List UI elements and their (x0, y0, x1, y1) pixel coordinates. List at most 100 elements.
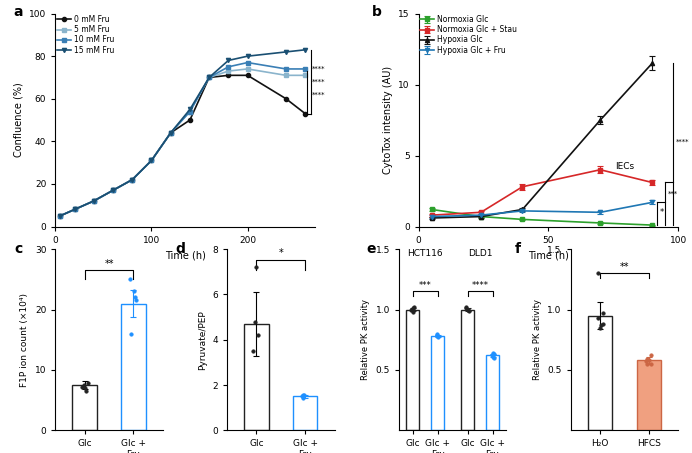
10 mM Fru (71, 207, 79, 212)
Text: b: b (372, 5, 382, 19)
Text: HCT116: HCT116 (408, 249, 443, 258)
Y-axis label: Relative PK activity: Relative PK activity (533, 299, 542, 380)
Text: **: ** (620, 262, 629, 272)
Point (641, 358, 652, 365)
0 mM Fru (301, 111, 309, 116)
Point (431, 330, 442, 337)
Point (82, 380, 93, 387)
Point (250, 318, 261, 325)
10 mM Fru (282, 66, 290, 72)
10 mM Fru (90, 198, 98, 204)
Point (298, 391, 309, 399)
0 mM Fru (90, 198, 98, 204)
0 mM Fru (71, 207, 79, 212)
15 mM Fru (282, 49, 290, 55)
Line: 0 mM Fru: 0 mM Fru (58, 73, 307, 218)
Point (248, 347, 259, 355)
Text: IECs: IECs (615, 162, 634, 171)
Point (407, 306, 418, 313)
Point (433, 334, 444, 341)
Point (406, 306, 417, 313)
0 mM Fru (185, 117, 194, 123)
15 mM Fru (71, 207, 79, 212)
Point (130, 297, 141, 304)
Text: DLD1: DLD1 (468, 249, 493, 258)
Legend: Normoxia Glc, Normoxia Glc + Stau, Hypoxia Glc, Hypoxia Glc + Fru: Normoxia Glc, Normoxia Glc + Stau, Hypox… (420, 15, 517, 54)
15 mM Fru (224, 58, 233, 63)
15 mM Fru (205, 75, 213, 80)
0 mM Fru (147, 158, 156, 163)
Point (253, 332, 264, 339)
0 mM Fru (205, 75, 213, 80)
Line: 5 mM Fru: 5 mM Fru (58, 67, 307, 218)
10 mM Fru (244, 60, 252, 65)
Text: e: e (367, 242, 376, 256)
Text: ***: *** (419, 281, 432, 290)
Point (129, 288, 140, 295)
Text: ****: **** (472, 281, 489, 290)
Text: ****: **** (312, 66, 325, 72)
15 mM Fru (301, 47, 309, 53)
5 mM Fru (205, 75, 213, 80)
Bar (637, 360, 661, 430)
0 mM Fru (282, 96, 290, 101)
Bar (462, 309, 474, 430)
Line: 10 mM Fru: 10 mM Fru (58, 61, 307, 218)
10 mM Fru (205, 75, 213, 80)
Point (597, 309, 608, 317)
Point (298, 394, 309, 401)
Point (645, 360, 656, 367)
10 mM Fru (224, 64, 233, 69)
Point (461, 304, 472, 311)
10 mM Fru (128, 177, 136, 183)
Point (592, 314, 603, 322)
0 mM Fru (109, 188, 117, 193)
Bar (293, 396, 318, 430)
10 mM Fru (109, 188, 117, 193)
Point (80, 385, 91, 392)
Point (81, 387, 92, 395)
Point (431, 333, 442, 340)
5 mM Fru (224, 68, 233, 74)
5 mM Fru (185, 109, 194, 114)
5 mM Fru (90, 198, 98, 204)
Point (125, 330, 136, 337)
5 mM Fru (301, 72, 309, 78)
Point (487, 353, 498, 360)
Point (463, 306, 474, 313)
Point (78, 381, 89, 389)
Text: ****: **** (312, 79, 325, 85)
Y-axis label: Pyruvate/PEP: Pyruvate/PEP (198, 310, 207, 370)
Point (251, 264, 262, 271)
Point (431, 331, 442, 338)
Point (297, 393, 308, 400)
Point (408, 308, 419, 316)
15 mM Fru (90, 198, 98, 204)
10 mM Fru (167, 130, 175, 135)
Point (642, 360, 653, 367)
Text: a: a (14, 5, 24, 19)
Bar (588, 316, 612, 430)
10 mM Fru (147, 158, 156, 163)
15 mM Fru (167, 130, 175, 135)
15 mM Fru (128, 177, 136, 183)
Bar (121, 304, 145, 430)
Text: c: c (15, 242, 23, 256)
0 mM Fru (224, 72, 233, 78)
15 mM Fru (244, 53, 252, 59)
Line: 15 mM Fru: 15 mM Fru (58, 48, 307, 218)
15 mM Fru (109, 188, 117, 193)
5 mM Fru (147, 158, 156, 163)
Y-axis label: Confluence (%): Confluence (%) (14, 82, 24, 158)
5 mM Fru (71, 207, 79, 212)
Point (489, 354, 500, 361)
Bar (431, 336, 444, 430)
Y-axis label: F1P ion count (×10⁴): F1P ion count (×10⁴) (20, 293, 29, 387)
Point (645, 352, 656, 359)
Legend: 0 mM Fru, 5 mM Fru, 10 mM Fru, 15 mM Fru: 0 mM Fru, 5 mM Fru, 10 mM Fru, 15 mM Fru (57, 15, 114, 54)
10 mM Fru (301, 66, 309, 72)
Text: d: d (176, 242, 185, 256)
Y-axis label: Relative PK activity: Relative PK activity (361, 299, 370, 380)
Point (488, 351, 499, 358)
5 mM Fru (167, 130, 175, 135)
